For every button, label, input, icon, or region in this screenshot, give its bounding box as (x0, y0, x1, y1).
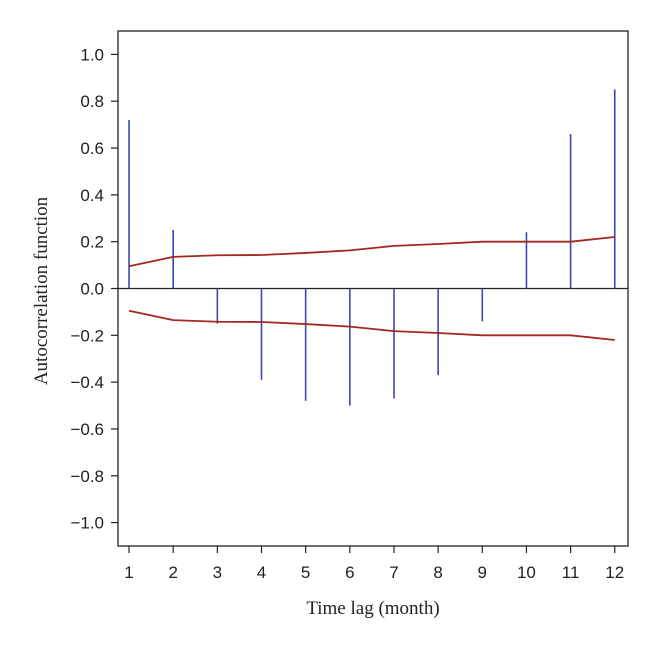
x-tick-label: 8 (433, 563, 442, 582)
y-tick-label: −0.4 (70, 373, 104, 392)
y-tick-label: 1.0 (80, 45, 104, 64)
acf-bars (128, 89, 616, 406)
x-axis: 1 2 3 4 5 6 7 8 9 10 11 12 (124, 546, 624, 582)
x-tick-label: 12 (605, 563, 624, 582)
y-tick-label: 0.6 (80, 139, 104, 158)
x-tick-label: 4 (257, 563, 266, 582)
x-axis-title: Time lag (month) (306, 598, 439, 619)
y-tick-label: 0.4 (80, 186, 104, 205)
upper-band-line (128, 236, 615, 268)
y-tick-label: 0.2 (80, 233, 104, 252)
y-tick-label: 0.8 (80, 92, 104, 111)
y-tick-label: −0.2 (70, 326, 104, 345)
y-tick-label: −1.0 (70, 514, 104, 533)
y-axis: −1.0 −0.8 −0.6 −0.4 −0.2 0.0 0.2 0.4 0.6 0.8 1.0 (70, 45, 118, 533)
x-tick-label: 9 (478, 563, 487, 582)
x-tick-label: 3 (213, 563, 222, 582)
lower-band-line (128, 309, 615, 341)
x-tick-label: 5 (301, 563, 310, 582)
confidence-bands (128, 236, 615, 341)
x-tick-label: 11 (562, 563, 580, 582)
y-tick-label: −0.6 (70, 420, 104, 439)
x-tick-label: 1 (124, 563, 133, 582)
x-tick-label: 2 (168, 563, 177, 582)
x-tick-label: 10 (517, 563, 536, 582)
x-tick-label: 6 (345, 563, 354, 582)
y-axis-title: Autocorrelation function (31, 196, 52, 385)
y-tick-label: −0.8 (70, 467, 104, 486)
x-tick-label: 7 (389, 563, 398, 582)
y-tick-label: 0.0 (80, 280, 104, 299)
